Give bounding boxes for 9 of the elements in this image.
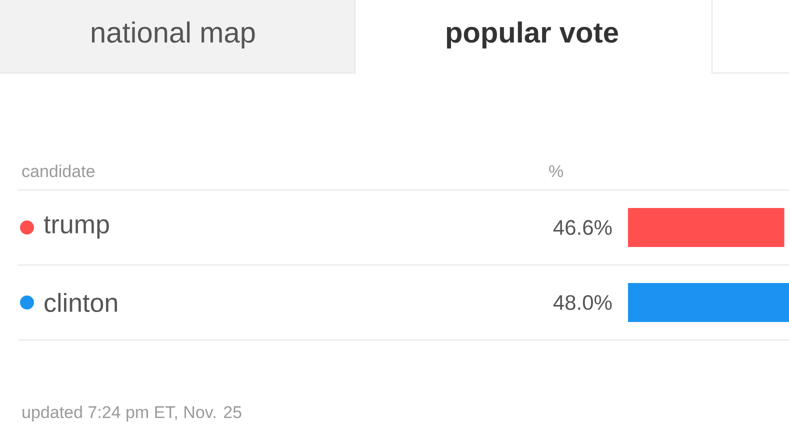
data-label: 48.0% (553, 295, 612, 310)
y-axis-title: candidate (22, 164, 94, 178)
data-label: 46.6% (553, 220, 612, 235)
chart-title: popular vote (446, 21, 618, 49)
text: updated 7:24 pm ET, Nov. 25 (22, 406, 242, 422)
x-axis-title: % (549, 165, 564, 178)
y-tick-label: clinton (44, 292, 117, 312)
y-tick-label: trump (44, 216, 109, 239)
text: national map (92, 21, 255, 49)
